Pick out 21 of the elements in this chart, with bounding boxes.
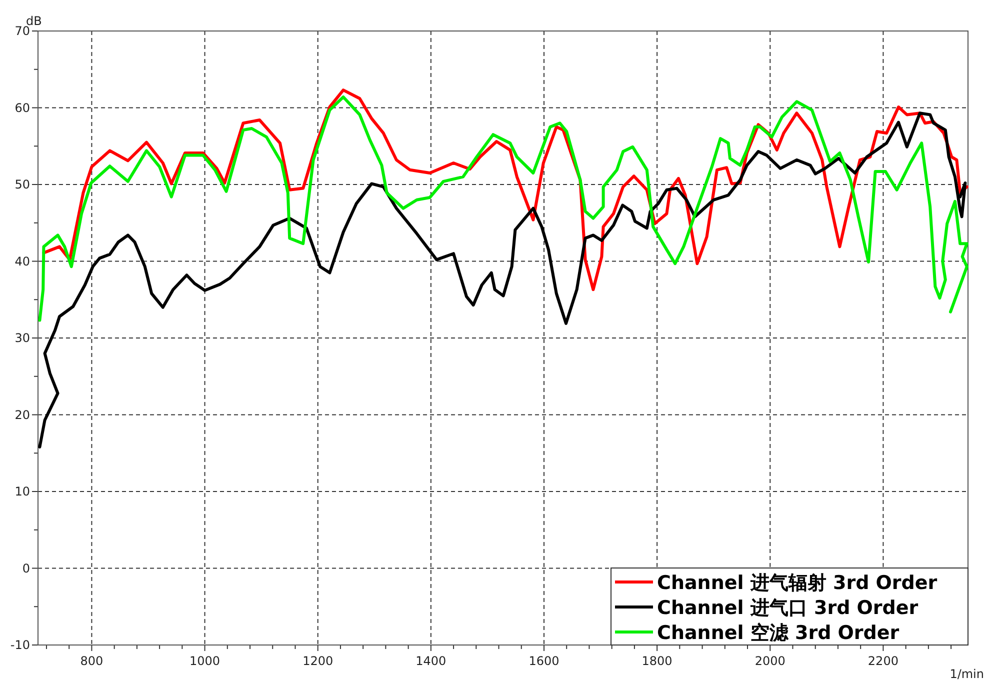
x-tick-label: 2000 <box>754 654 786 668</box>
y-tick-label: 40 <box>14 254 30 268</box>
y-tick-label: 30 <box>14 331 30 345</box>
y-tick-label: 10 <box>14 484 30 498</box>
y-tick-label: 20 <box>14 408 30 422</box>
y-tick-label: 50 <box>14 178 30 192</box>
legend-label: Channel 进气口 3rd Order <box>657 597 919 619</box>
x-axis-title: 1/min <box>950 667 984 681</box>
x-tick-label: 1200 <box>302 654 334 668</box>
x-tick-label: 1400 <box>416 654 446 668</box>
x-tick-label: 1000 <box>190 654 220 668</box>
y-tick-label: 60 <box>14 100 30 115</box>
y-tick-label: -10 <box>10 638 30 652</box>
legend-label: Channel 空滤 3rd Order <box>657 622 900 644</box>
x-tick-label: 2200 <box>868 654 898 668</box>
legend-label: Channel 进气辐射 3rd Order <box>657 572 938 594</box>
y-tick-label: 70 <box>14 24 30 38</box>
x-tick-label: 800 <box>80 654 104 668</box>
y-tick-label: 0 <box>22 561 30 576</box>
x-tick-label: 1800 <box>642 654 672 668</box>
x-tick-label: 1600 <box>528 654 560 668</box>
